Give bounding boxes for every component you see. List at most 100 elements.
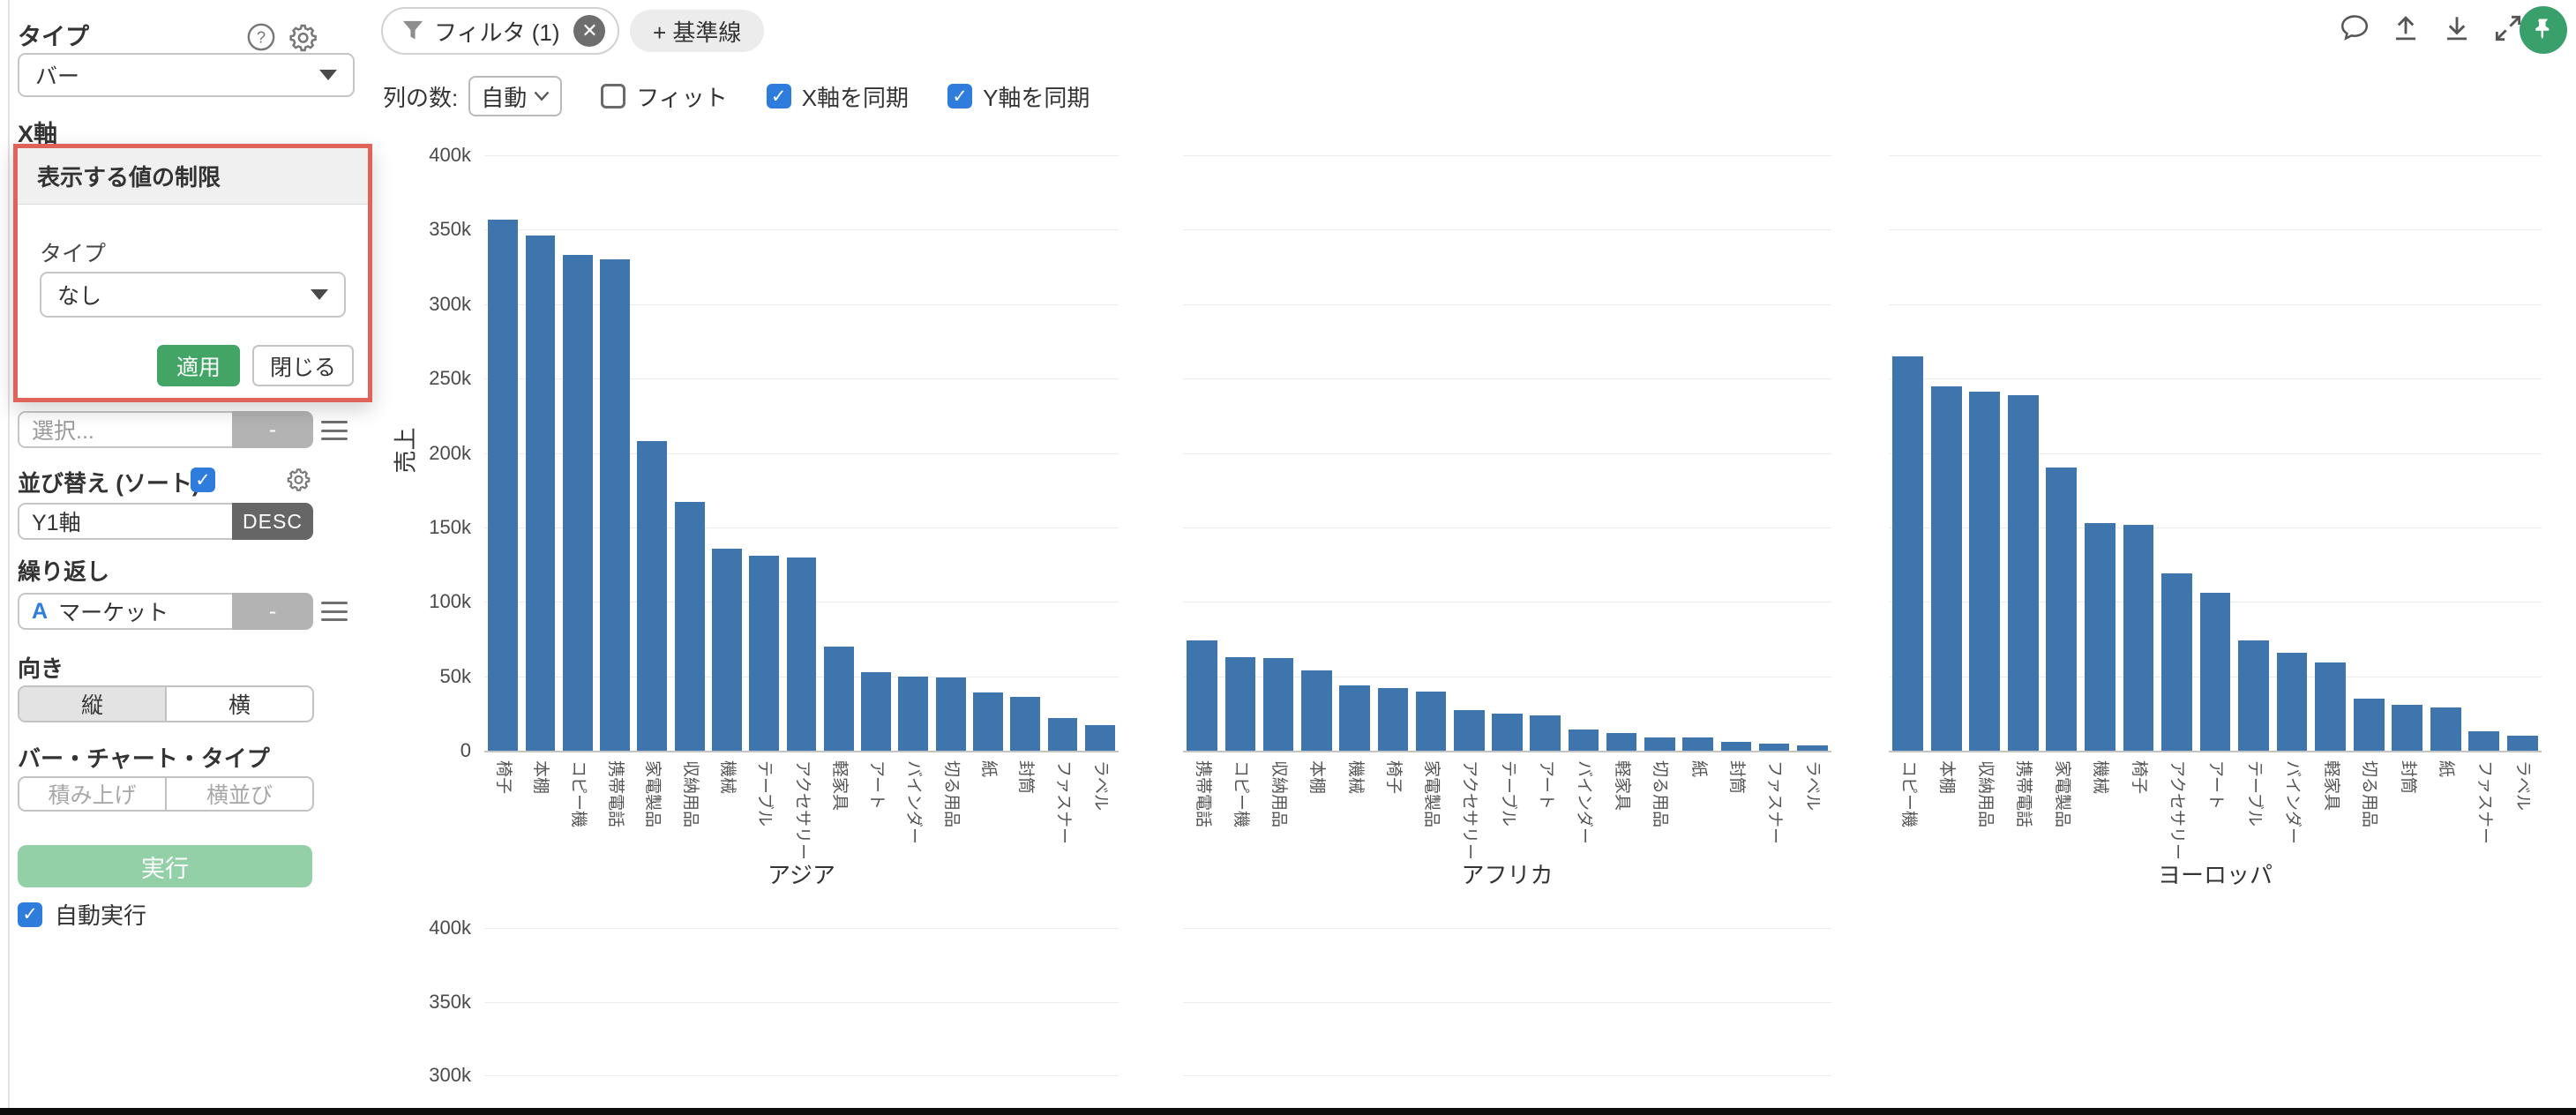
expand-icon[interactable] <box>2491 11 2525 49</box>
comment-icon[interactable] <box>2338 11 2371 49</box>
bar[interactable] <box>1758 744 1790 751</box>
bar[interactable] <box>1339 685 1370 751</box>
bar[interactable] <box>2238 640 2269 751</box>
limit-type-select[interactable]: なし <box>40 272 346 318</box>
sort-checkbox[interactable]: ✓ <box>191 468 215 492</box>
gridline <box>1183 751 1831 752</box>
bar[interactable] <box>2315 662 2346 751</box>
bar[interactable] <box>1415 691 1447 751</box>
y-tick-label: 200k <box>429 441 471 464</box>
bar[interactable] <box>749 555 780 751</box>
bar[interactable] <box>2046 468 2078 751</box>
bar[interactable] <box>1492 713 1523 751</box>
bar[interactable] <box>637 441 668 751</box>
sort-order-button[interactable]: DESC <box>232 503 313 540</box>
bar[interactable] <box>898 676 929 751</box>
sync-y-option[interactable]: ✓ Y軸を同期 <box>947 80 1090 113</box>
bar[interactable] <box>562 255 593 751</box>
pin-badge[interactable] <box>2520 6 2567 54</box>
bar[interactable] <box>1797 745 1828 751</box>
bar[interactable] <box>2276 652 2308 751</box>
x-tick-label: ラベル <box>1090 760 1110 812</box>
sync-y-label: Y軸を同期 <box>983 84 1090 111</box>
sync-x-checkbox[interactable]: ✓ <box>766 84 791 109</box>
gridline <box>1183 453 1831 454</box>
bar[interactable] <box>973 692 1003 751</box>
download-icon[interactable] <box>2440 11 2474 49</box>
menu-icon[interactable] <box>321 421 348 440</box>
bar[interactable] <box>2199 593 2231 751</box>
bar[interactable] <box>1530 715 1561 751</box>
settings-gear-icon[interactable] <box>286 21 319 59</box>
fit-checkbox[interactable] <box>601 84 626 109</box>
bar[interactable] <box>1969 392 2001 751</box>
x-tick-label: 本棚 <box>531 760 550 795</box>
bar[interactable] <box>1644 737 1675 751</box>
gridline <box>1889 155 2542 156</box>
repeat-field-input[interactable]: A マーケット <box>18 593 232 630</box>
bar[interactable] <box>1930 385 1962 751</box>
menu-icon[interactable] <box>321 602 348 621</box>
bar[interactable] <box>2430 707 2461 751</box>
bar[interactable] <box>1262 658 1294 751</box>
x-tick-label: 軽家具 <box>2321 760 2340 812</box>
bar[interactable] <box>2085 522 2115 751</box>
bar[interactable] <box>1682 737 1713 751</box>
bar[interactable] <box>674 502 705 751</box>
bar[interactable] <box>861 671 891 751</box>
sync-x-option[interactable]: ✓ X軸を同期 <box>766 80 909 113</box>
repeat-aggregate-button[interactable]: - <box>232 593 313 630</box>
help-icon[interactable]: ? <box>246 22 276 56</box>
bar[interactable] <box>2506 736 2538 751</box>
side-by-side-option[interactable]: 横並び <box>165 778 312 810</box>
bar[interactable] <box>1010 697 1041 751</box>
popup-type-label: タイプ <box>40 242 107 266</box>
x-tick-label: コピー機 <box>568 760 588 828</box>
apply-button[interactable]: 適用 <box>156 345 240 386</box>
bar[interactable] <box>488 219 519 751</box>
autorun-checkbox[interactable]: ✓ <box>18 902 42 927</box>
bar[interactable] <box>2161 573 2192 751</box>
run-button[interactable]: 実行 <box>18 845 312 887</box>
bar[interactable] <box>1301 670 1332 751</box>
bar[interactable] <box>1568 730 1599 751</box>
bar[interactable] <box>1224 656 1256 751</box>
bar[interactable] <box>600 259 630 751</box>
bar[interactable] <box>2007 394 2039 751</box>
field-select-input[interactable]: 選択... <box>18 411 232 448</box>
bar[interactable] <box>786 557 817 751</box>
bar[interactable] <box>935 677 966 751</box>
columns-select[interactable]: 自動 <box>468 76 563 116</box>
sync-y-checkbox[interactable]: ✓ <box>947 84 973 109</box>
stacked-option[interactable]: 積み上げ <box>48 783 137 808</box>
remove-filter-icon[interactable]: ✕ <box>573 15 606 47</box>
fit-option[interactable]: フィット <box>601 80 728 113</box>
aggregate-button[interactable]: - <box>232 411 313 448</box>
bar[interactable] <box>711 548 742 751</box>
close-button[interactable]: 閉じる <box>251 345 354 386</box>
filter-chip[interactable]: フィルタ (1) ✕ <box>381 7 620 55</box>
bar[interactable] <box>1606 732 1637 751</box>
bar[interactable] <box>1377 688 1409 751</box>
orientation-vertical-option[interactable]: 縦 <box>19 687 165 721</box>
upload-icon[interactable] <box>2389 11 2422 49</box>
sort-gear-icon[interactable] <box>284 466 312 498</box>
bar[interactable] <box>525 236 556 751</box>
bar[interactable] <box>2392 704 2423 751</box>
bar[interactable] <box>1084 725 1115 751</box>
bar[interactable] <box>1892 355 1924 751</box>
bar[interactable] <box>2353 698 2385 751</box>
bar-chart-type-label: バー・チャート・タイプ <box>18 745 270 772</box>
x-tick-label: 切る用品 <box>1651 760 1670 828</box>
sort-field-input[interactable]: Y1軸 <box>18 503 232 540</box>
add-baseline-button[interactable]: + 基準線 <box>630 10 765 52</box>
bar[interactable] <box>1453 710 1485 751</box>
bar[interactable] <box>2123 524 2154 751</box>
chart-type-select[interactable]: バー <box>18 53 355 97</box>
bar[interactable] <box>1187 640 1217 751</box>
bar[interactable] <box>1047 717 1078 751</box>
bar[interactable] <box>823 646 854 751</box>
orientation-horizontal-option[interactable]: 横 <box>165 687 312 721</box>
bar[interactable] <box>1720 741 1752 751</box>
bar[interactable] <box>2468 731 2500 751</box>
